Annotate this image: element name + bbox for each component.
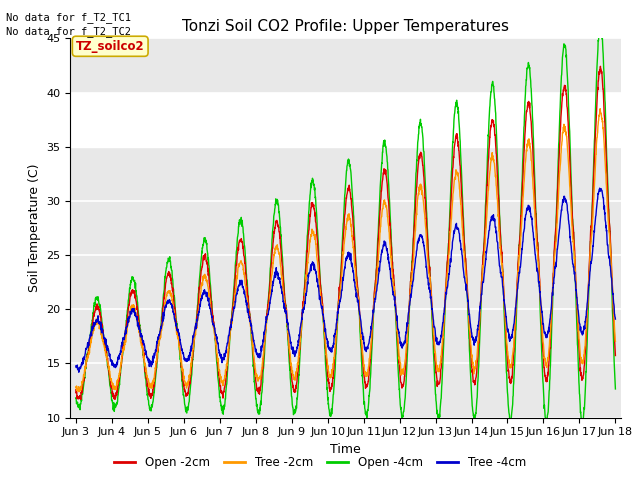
Text: TZ_soilco2: TZ_soilco2 <box>76 40 145 53</box>
Text: No data for f_T2_TC1: No data for f_T2_TC1 <box>6 12 131 23</box>
Legend: Open -2cm, Tree -2cm, Open -4cm, Tree -4cm: Open -2cm, Tree -2cm, Open -4cm, Tree -4… <box>109 452 531 474</box>
X-axis label: Time: Time <box>330 443 361 456</box>
Text: No data for f_T2_TC2: No data for f_T2_TC2 <box>6 26 131 37</box>
Bar <box>70 93 621 147</box>
Title: Tonzi Soil CO2 Profile: Upper Temperatures: Tonzi Soil CO2 Profile: Upper Temperatur… <box>182 20 509 35</box>
Y-axis label: Soil Temperature (C): Soil Temperature (C) <box>28 164 41 292</box>
